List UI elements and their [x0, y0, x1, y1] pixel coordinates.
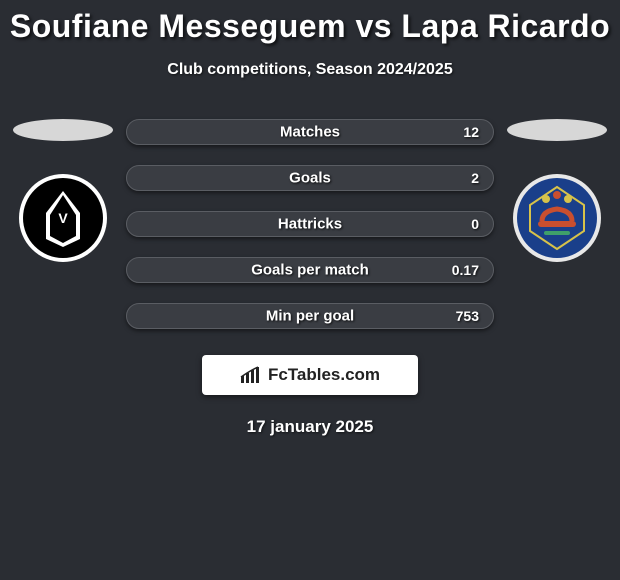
stat-row-min-per-goal: Min per goal 753 [126, 303, 494, 329]
stat-row-goals: Goals 2 [126, 165, 494, 191]
right-player-col [502, 119, 612, 263]
stats-column: Matches 12 Goals 2 Hattricks 0 Goals per… [118, 119, 502, 329]
stat-right-value: 12 [463, 124, 479, 140]
comparison-body: V Matches 12 Goals 2 Hattricks 0 [0, 119, 620, 329]
brand-watermark: FcTables.com [202, 355, 418, 395]
stat-right-value: 0 [471, 216, 479, 232]
badge-right-svg [512, 173, 602, 263]
stat-row-hattricks: Hattricks 0 [126, 211, 494, 237]
stat-right-value: 2 [471, 170, 479, 186]
left-club-badge: V [18, 173, 108, 263]
badge-left-svg: V [18, 173, 108, 263]
date-text: 17 january 2025 [0, 417, 620, 437]
comparison-card: Soufiane Messeguem vs Lapa Ricardo Club … [0, 0, 620, 437]
stat-label: Min per goal [266, 308, 354, 325]
subtitle: Club competitions, Season 2024/2025 [0, 61, 620, 79]
stat-label: Goals per match [251, 262, 369, 279]
left-flag-icon [13, 119, 113, 141]
right-flag-icon [507, 119, 607, 141]
stat-right-value: 0.17 [452, 262, 479, 278]
stat-right-value: 753 [456, 308, 479, 324]
brand-chart-icon [240, 366, 262, 384]
stat-label: Hattricks [278, 216, 342, 233]
stat-label: Matches [280, 124, 340, 141]
svg-text:V: V [58, 210, 68, 226]
left-player-col: V [8, 119, 118, 263]
stat-label: Goals [289, 170, 331, 187]
stat-row-goals-per-match: Goals per match 0.17 [126, 257, 494, 283]
brand-text: FcTables.com [268, 365, 380, 385]
stat-row-matches: Matches 12 [126, 119, 494, 145]
right-club-badge [512, 173, 602, 263]
page-title: Soufiane Messeguem vs Lapa Ricardo [0, 8, 620, 45]
